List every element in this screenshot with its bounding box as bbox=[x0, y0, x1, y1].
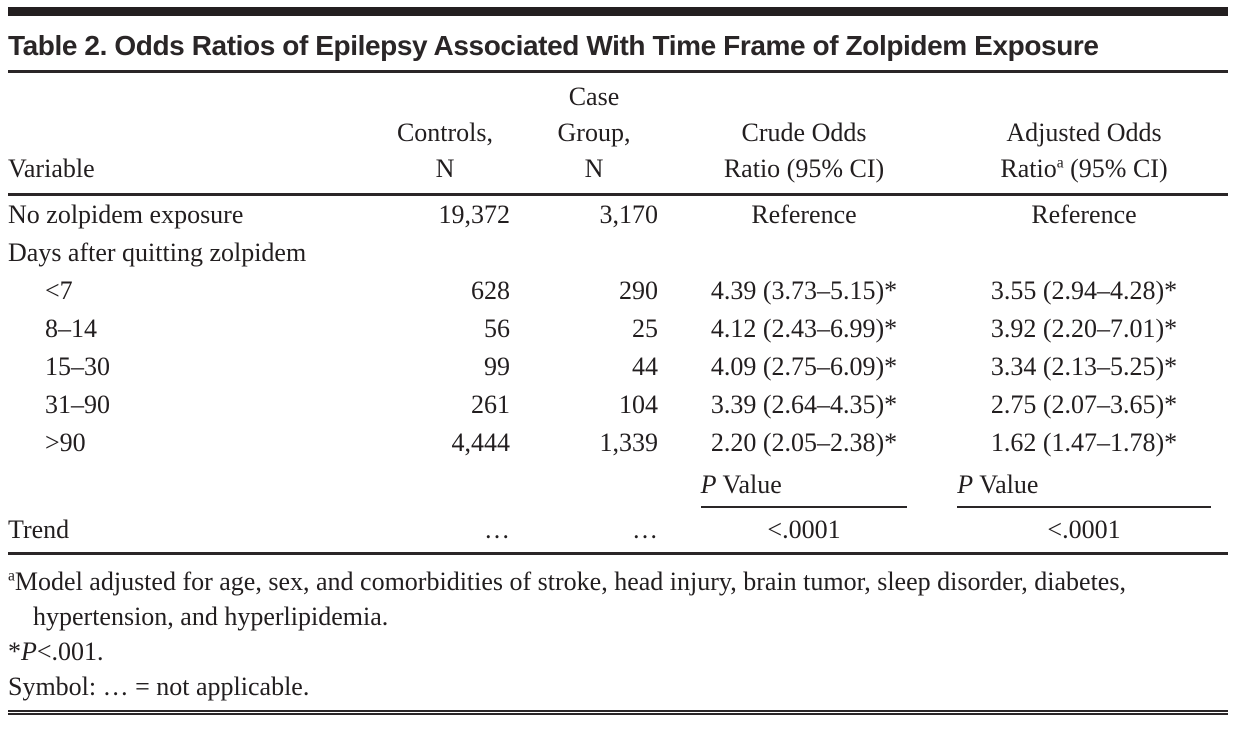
adjusted-or-cell: Reference bbox=[1031, 200, 1137, 229]
adjusted-or-cell bbox=[940, 234, 1228, 272]
controls-cell: 19,372 bbox=[438, 200, 511, 229]
variable-cell: Days after quitting zolpidem bbox=[8, 238, 307, 267]
variable-cell: >90 bbox=[45, 428, 86, 457]
table-row: 31–90 261 104 3.39 (2.64–4.35)* 2.75 (2.… bbox=[8, 386, 1228, 424]
table-row: 8–14 56 25 4.12 (2.43–6.99)* 3.92 (2.20–… bbox=[8, 310, 1228, 348]
crude-or-cell: 4.39 (3.73–5.15)* bbox=[710, 276, 898, 305]
crude-or-cell bbox=[668, 234, 940, 272]
adjusted-p-value-cell: <.0001 bbox=[940, 508, 1228, 555]
controls-cell bbox=[370, 234, 520, 272]
case-cell: 25 bbox=[632, 314, 658, 343]
controls-cell: 628 bbox=[471, 276, 510, 305]
col-header-controls-n: Controls, N bbox=[370, 75, 520, 196]
adjusted-or-cell: 2.75 (2.07–3.65)* bbox=[990, 390, 1178, 419]
controls-cell: 99 bbox=[484, 352, 510, 381]
p-value-label-crude: P Value bbox=[700, 471, 908, 508]
footnote-significance: *P<.001. bbox=[8, 637, 104, 666]
adjusted-or-cell: 3.34 (2.13–5.25)* bbox=[990, 352, 1178, 381]
top-bar bbox=[8, 7, 1228, 16]
variable-cell: Trend bbox=[8, 508, 370, 555]
table-row: <7 628 290 4.39 (3.73–5.15)* 3.55 (2.94–… bbox=[8, 272, 1228, 310]
footnotes: aModel adjusted for age, sex, and comorb… bbox=[8, 564, 1228, 704]
adjusted-or-cell: 3.55 (2.94–4.28)* bbox=[990, 276, 1178, 305]
table-row: No zolpidem exposure 19,372 3,170 Refere… bbox=[8, 195, 1228, 235]
case-cell: 1,339 bbox=[599, 428, 659, 457]
variable-cell: 8–14 bbox=[45, 314, 97, 343]
adjusted-or-cell: 3.92 (2.20–7.01)* bbox=[990, 314, 1178, 343]
adjusted-or-cell: 1.62 (1.47–1.78)* bbox=[990, 428, 1178, 457]
p-value-header-row: P Value P Value bbox=[8, 462, 1228, 508]
footnote-model-adjusted: aModel adjusted for age, sex, and comorb… bbox=[8, 567, 1126, 631]
case-cell: 3,170 bbox=[599, 200, 659, 229]
variable-cell: 15–30 bbox=[45, 352, 110, 381]
controls-cell: … bbox=[370, 508, 520, 555]
col-header-case-group-n: Case Group, N bbox=[520, 75, 668, 196]
controls-cell: 4,444 bbox=[451, 428, 511, 457]
case-cell bbox=[520, 234, 668, 272]
case-cell: 104 bbox=[619, 390, 658, 419]
col-header-adjusted-odds-ratio: Adjusted Odds Ratioa (95% CI) bbox=[940, 75, 1228, 196]
bottom-rule bbox=[8, 710, 1228, 715]
controls-cell: 261 bbox=[471, 390, 510, 419]
odds-ratio-table: Variable Controls, N Case Group, N Crude… bbox=[8, 75, 1228, 555]
crude-or-cell: 2.20 (2.05–2.38)* bbox=[710, 428, 898, 457]
crude-or-cell: 3.39 (2.64–4.35)* bbox=[710, 390, 898, 419]
crude-or-cell: Reference bbox=[751, 200, 857, 229]
p-value-label-adjusted: P Value bbox=[957, 471, 1211, 508]
case-cell: … bbox=[520, 508, 668, 555]
footnote-a-marker: a bbox=[1056, 154, 1064, 172]
table-row: >90 4,444 1,339 2.20 (2.05–2.38)* 1.62 (… bbox=[8, 424, 1228, 462]
footnote-a-marker: a bbox=[8, 567, 15, 585]
variable-cell: 31–90 bbox=[45, 390, 110, 419]
trend-row: Trend … … <.0001 <.0001 bbox=[8, 508, 1228, 555]
case-cell: 44 bbox=[632, 352, 658, 381]
controls-cell: 56 bbox=[484, 314, 510, 343]
table-body: No zolpidem exposure 19,372 3,170 Refere… bbox=[8, 195, 1228, 555]
crude-p-value-cell: <.0001 bbox=[668, 508, 940, 555]
variable-cell: <7 bbox=[45, 276, 73, 305]
page: Table 2. Odds Ratios of Epilepsy Associa… bbox=[8, 7, 1228, 715]
crude-or-cell: 4.12 (2.43–6.99)* bbox=[710, 314, 898, 343]
footnote-symbol: Symbol: … = not applicable. bbox=[8, 672, 310, 701]
crude-or-cell: 4.09 (2.75–6.09)* bbox=[710, 352, 898, 381]
col-header-crude-odds-ratio: Crude Odds Ratio (95% CI) bbox=[668, 75, 940, 196]
title-rule bbox=[8, 70, 1228, 73]
table-title: Table 2. Odds Ratios of Epilepsy Associa… bbox=[8, 30, 1099, 61]
variable-cell: No zolpidem exposure bbox=[8, 200, 244, 229]
table-row: 15–30 99 44 4.09 (2.75–6.09)* 3.34 (2.13… bbox=[8, 348, 1228, 386]
table-header: Variable Controls, N Case Group, N Crude… bbox=[8, 75, 1228, 196]
header-row: Variable Controls, N Case Group, N Crude… bbox=[8, 75, 1228, 196]
col-header-variable: Variable bbox=[8, 75, 370, 196]
case-cell: 290 bbox=[619, 276, 658, 305]
table-row-group-label: Days after quitting zolpidem bbox=[8, 234, 1228, 272]
